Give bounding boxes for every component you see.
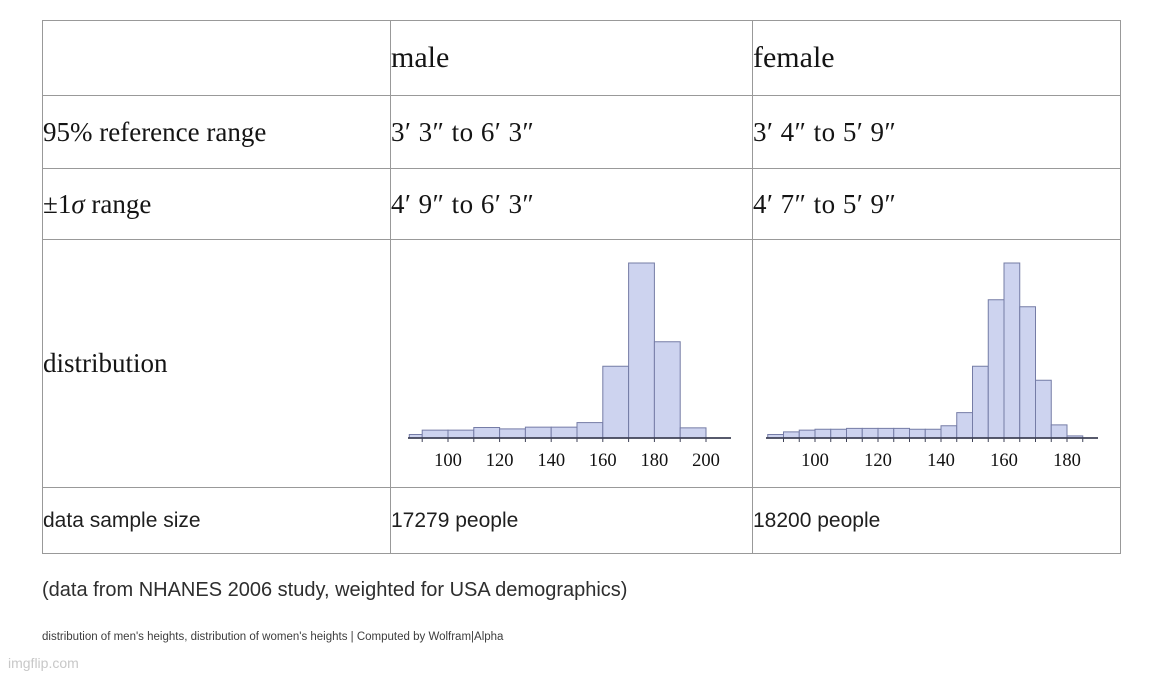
reference-range-row: 95% reference range 3′ 3″ to 6′ 3″ 3′ 4″…	[42, 95, 1121, 169]
sigma-range-row: ±1σ range 4′ 9″ to 6′ 3″ 4′ 7″ to 5′ 9″	[42, 168, 1121, 240]
sample-size-row: data sample size 17279 people 18200 peop…	[42, 487, 1121, 554]
svg-text:180: 180	[641, 451, 669, 471]
svg-text:180: 180	[1053, 451, 1081, 471]
female-reference-range: 3′ 4″ to 5′ 9″	[752, 95, 1121, 169]
male-histogram-cell: 100 120 140 160 180 200	[390, 239, 753, 488]
male-sample-size: 17279 people	[390, 487, 753, 554]
svg-text:140: 140	[927, 451, 955, 471]
svg-text:140: 140	[537, 451, 565, 471]
male-reference-range: 3′ 3″ to 6′ 3″	[390, 95, 753, 169]
svg-text:160: 160	[589, 451, 617, 471]
row-label-sample-size: data sample size	[42, 487, 391, 554]
svg-text:100: 100	[801, 451, 829, 471]
column-header-male: male	[390, 20, 753, 96]
svg-text:200: 200	[692, 451, 720, 471]
male-height-histogram: 100 120 140 160 180 200	[408, 262, 731, 471]
height-statistics-table: male female 95% reference range 3′ 3″ to…	[42, 20, 1121, 554]
male-sigma-range: 4′ 9″ to 6′ 3″	[390, 168, 753, 240]
female-sample-size: 18200 people	[752, 487, 1121, 554]
female-height-histogram: 100 120 140 160 180	[766, 262, 1098, 471]
svg-text:160: 160	[990, 451, 1018, 471]
header-empty-cell	[42, 20, 391, 96]
row-label-sigma-range: ±1σ range	[42, 168, 391, 240]
row-label-reference-range: 95% reference range	[42, 95, 391, 169]
distribution-row: distribution 100 120 140 160 180 200 100 120 14…	[42, 239, 1121, 488]
column-header-female: female	[752, 20, 1121, 96]
female-sigma-range: 4′ 7″ to 5′ 9″	[752, 168, 1121, 240]
sigma-label-suffix: range	[84, 188, 152, 219]
sigma-label-prefix: ±1	[43, 188, 72, 219]
svg-text:120: 120	[864, 451, 892, 471]
female-histogram-cell: 100 120 140 160 180	[752, 239, 1121, 488]
row-label-distribution: distribution	[42, 239, 391, 488]
imgflip-watermark: imgflip.com	[8, 655, 79, 671]
sigma-symbol: σ	[71, 188, 85, 219]
table-header-row: male female	[42, 20, 1121, 96]
data-source-note: (data from NHANES 2006 study, weighted f…	[42, 579, 628, 601]
svg-text:120: 120	[486, 451, 514, 471]
svg-text:100: 100	[434, 451, 462, 471]
computed-by-caption: distribution of men's heights, distribut…	[42, 631, 504, 643]
